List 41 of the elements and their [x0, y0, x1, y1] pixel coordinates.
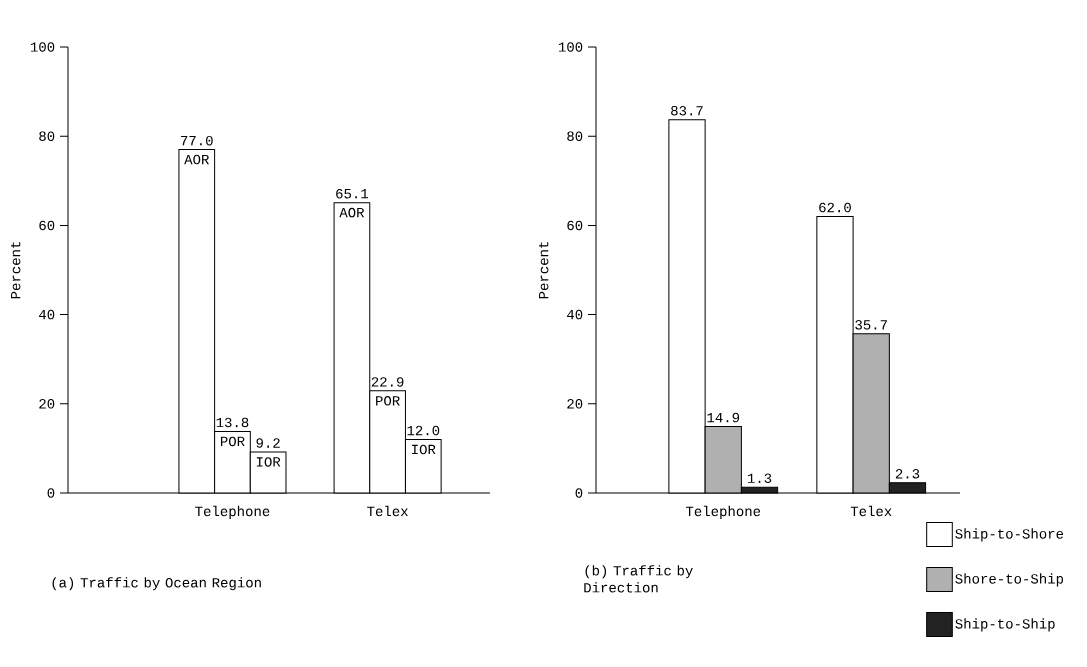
- y-tick-label: 20: [567, 399, 583, 409]
- legend-label: Shore-to-Ship: [955, 573, 1064, 587]
- data-label: 12.0: [407, 425, 440, 436]
- y-tick-label: 20: [39, 399, 55, 409]
- series-label: POR: [376, 396, 400, 406]
- y-axis-title: Percent: [10, 242, 21, 299]
- text: POR: [220, 436, 245, 447]
- y-axis-title: Percent: [538, 242, 549, 299]
- series-label: IOR: [256, 457, 281, 467]
- y-tick-label: 40: [567, 309, 583, 320]
- y-tick-label: 80: [39, 131, 55, 141]
- x-tick-label: Telephone: [685, 505, 761, 519]
- x-tick-label: Telex: [850, 505, 892, 517]
- y-tick-label: 0: [575, 488, 583, 498]
- y-tick-label: 100: [558, 42, 583, 52]
- text: (b) Traffic by Direction: [584, 565, 693, 593]
- y-tick-label: 0: [47, 488, 55, 498]
- y-tick-label: 60: [39, 220, 55, 231]
- data-label: 14.9: [707, 412, 740, 423]
- data-label: 62.0: [819, 202, 851, 213]
- legend-label: Ship-to-Shore: [955, 528, 1064, 542]
- legend-label: Ship-to-Ship: [955, 618, 1055, 632]
- data-label: 77.0: [181, 135, 213, 146]
- data-label: 13.8: [216, 417, 249, 428]
- data-label: 1.3: [747, 473, 772, 484]
- data-label: 83.7: [671, 106, 703, 116]
- data-label: 9.2: [256, 438, 280, 448]
- text: AOR: [339, 207, 365, 218]
- data-label: 35.7: [855, 320, 887, 330]
- x-tick-label: Telex: [367, 505, 408, 517]
- data-label: 65.1: [336, 188, 369, 199]
- text: (a) Traffic by Ocean Region: [52, 577, 261, 591]
- y-tick-label: 40: [39, 309, 55, 320]
- series-label: AOR: [184, 154, 210, 165]
- y-tick-label: 100: [30, 42, 55, 52]
- text: IOR: [412, 444, 436, 455]
- y-tick-label: 80: [567, 131, 583, 141]
- data-label: 22.9: [371, 377, 404, 387]
- x-tick-label: Telephone: [195, 505, 270, 519]
- y-tick-label: 60: [567, 220, 583, 231]
- data-label: 2.3: [895, 469, 920, 479]
